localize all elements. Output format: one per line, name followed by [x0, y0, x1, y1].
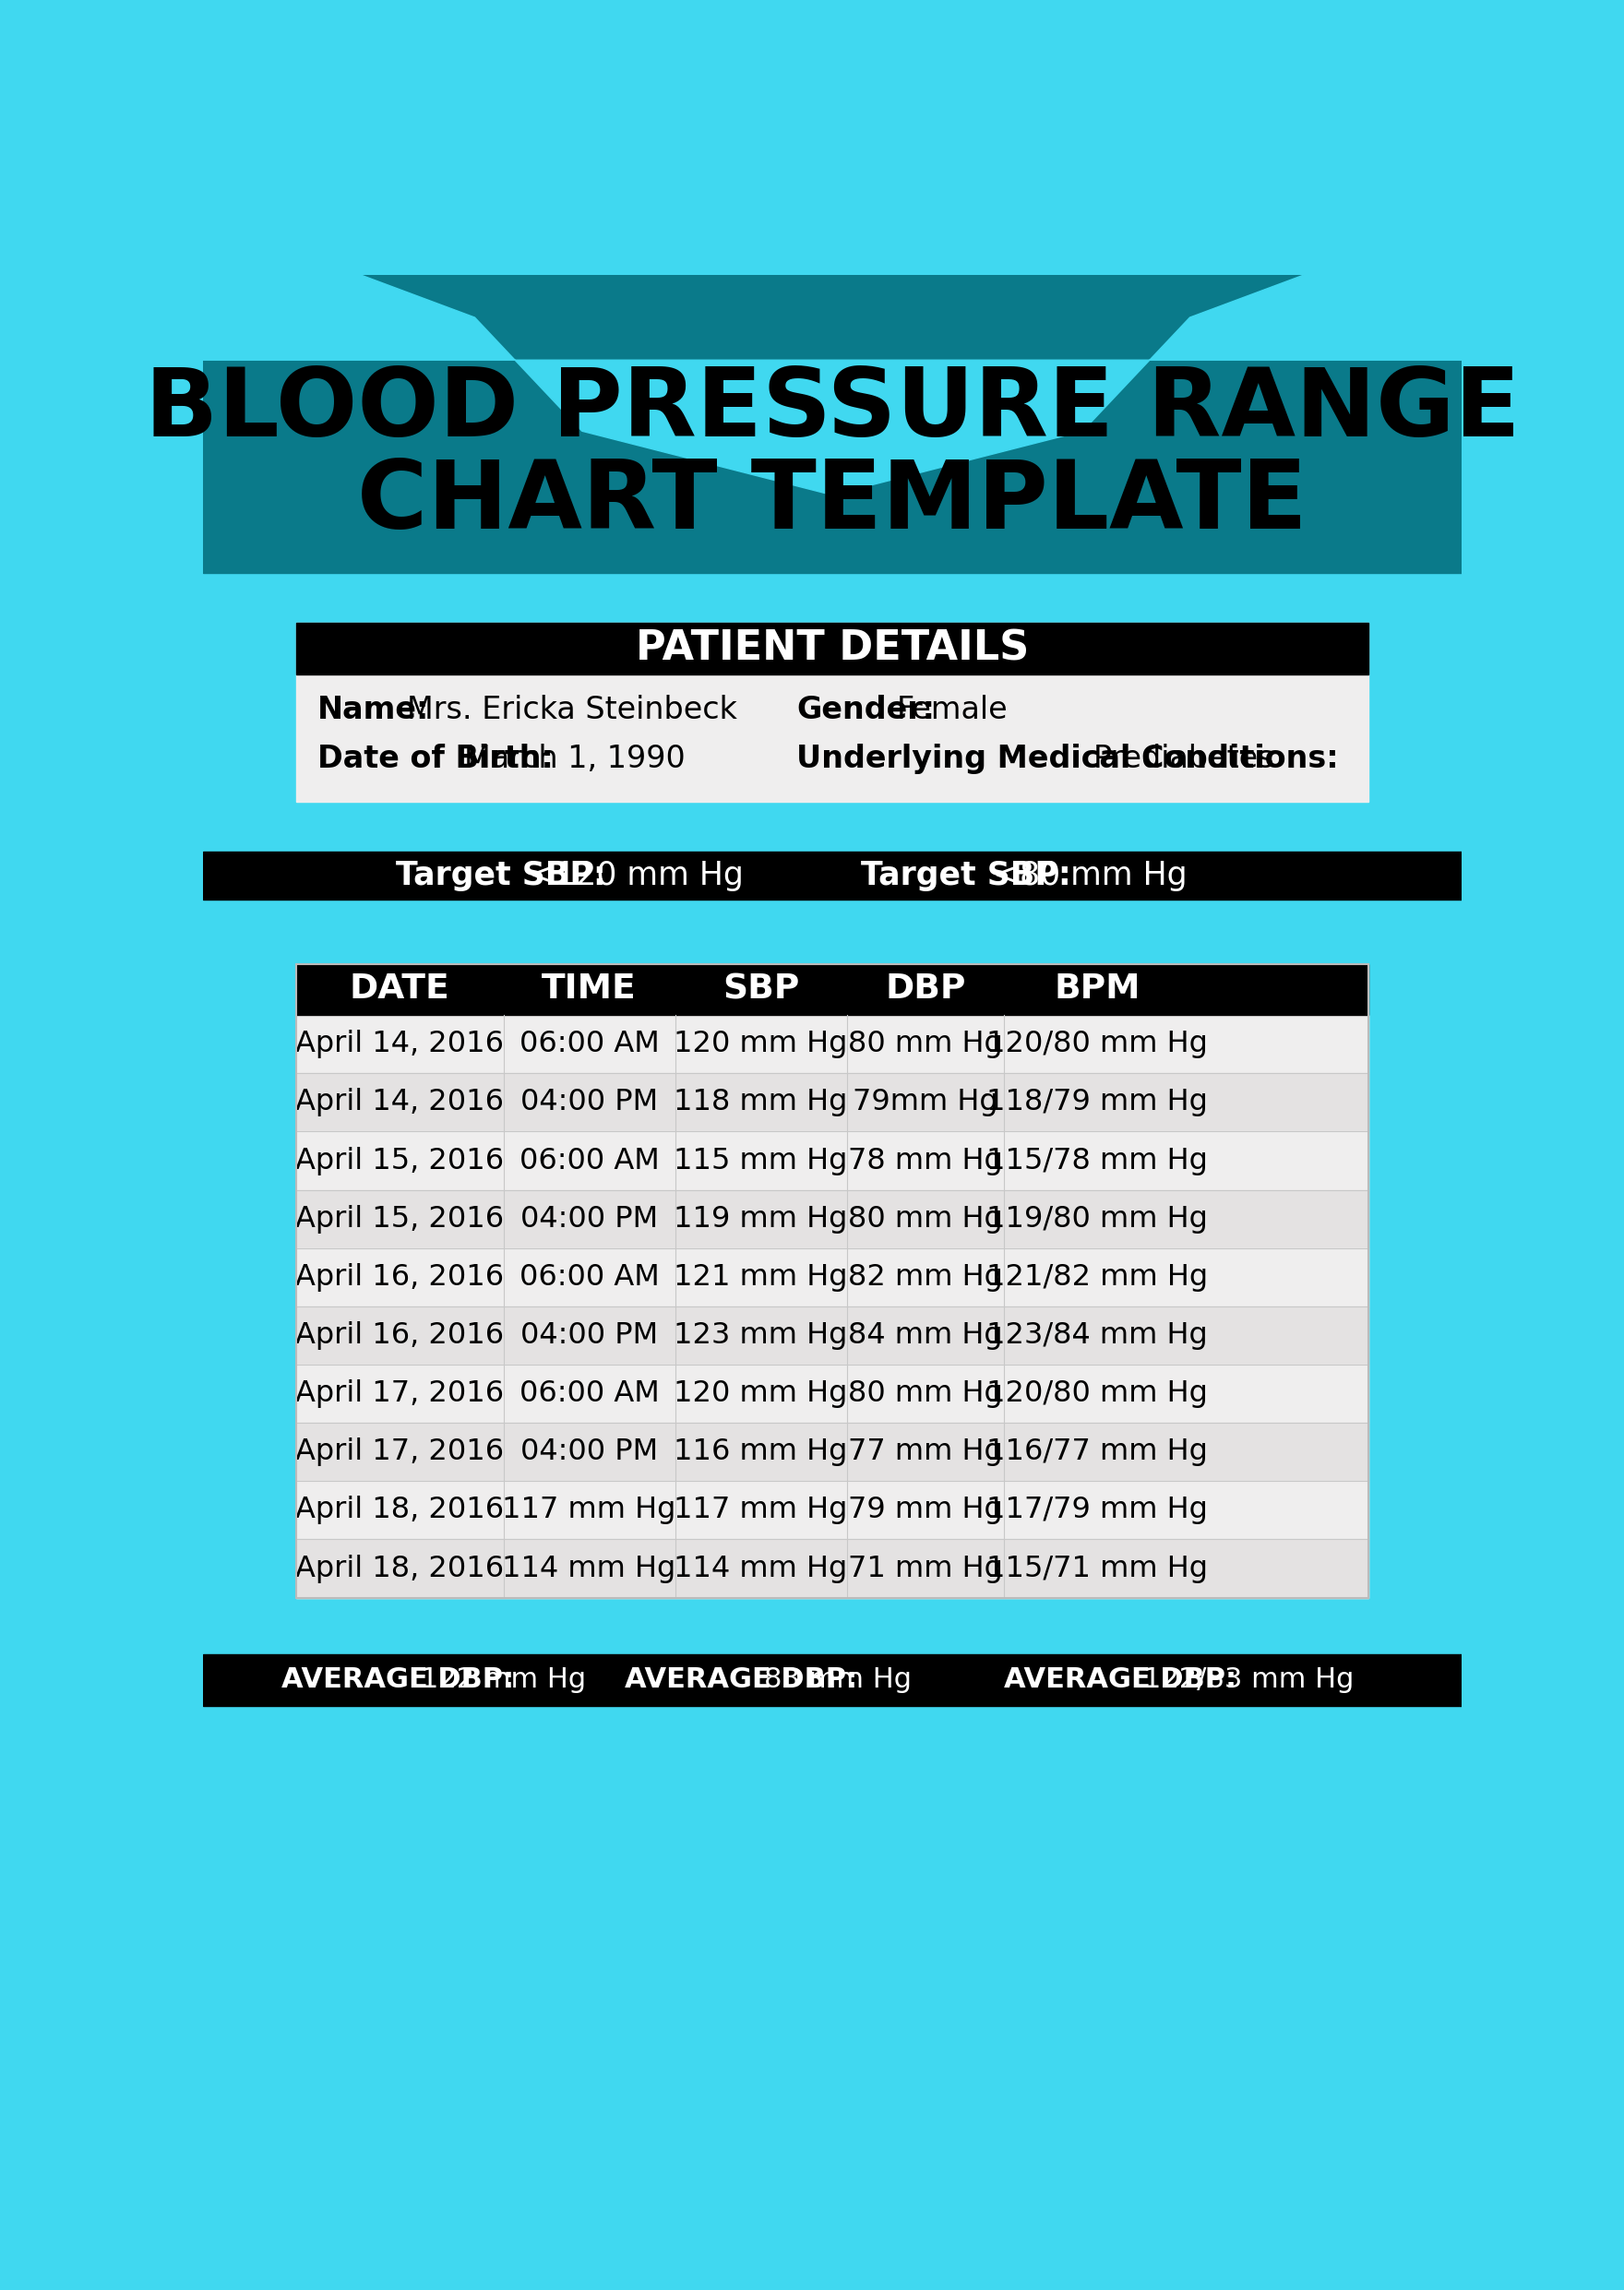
Text: SBP: SBP: [723, 973, 799, 1005]
Text: 120/80 mm Hg: 120/80 mm Hg: [986, 1379, 1208, 1408]
Text: AVERAGE DBP:: AVERAGE DBP:: [281, 1667, 515, 1692]
Bar: [296, 964, 1369, 1598]
Bar: [296, 1131, 1369, 1191]
Text: 04:00 PM: 04:00 PM: [520, 1321, 658, 1349]
Text: 06:00 AM: 06:00 AM: [520, 1030, 659, 1058]
Text: 83 mm Hg: 83 mm Hg: [765, 1667, 913, 1692]
Bar: [296, 1191, 1369, 1248]
Bar: [296, 1014, 1369, 1074]
Text: April 16, 2016: April 16, 2016: [296, 1321, 503, 1349]
Text: Date of Birth:: Date of Birth:: [317, 744, 554, 774]
Text: 114 mm Hg: 114 mm Hg: [674, 1555, 848, 1582]
Text: DBP: DBP: [885, 973, 966, 1005]
Text: April 15, 2016: April 15, 2016: [296, 1147, 503, 1175]
Text: 04:00 PM: 04:00 PM: [520, 1088, 658, 1118]
Text: April 14, 2016: April 14, 2016: [296, 1088, 503, 1118]
Bar: [296, 623, 1369, 673]
Text: 04:00 PM: 04:00 PM: [520, 1205, 658, 1234]
Text: 123 mm Hg: 123 mm Hg: [674, 1321, 848, 1349]
Text: 80 mm Hg: 80 mm Hg: [848, 1205, 1002, 1234]
Text: Gender:: Gender:: [796, 694, 935, 726]
Text: April 17, 2016: April 17, 2016: [296, 1379, 503, 1408]
Bar: [296, 964, 1369, 1014]
Text: 120 mm Hg: 120 mm Hg: [674, 1379, 848, 1408]
Bar: [296, 1365, 1369, 1422]
Text: 118/79 mm Hg: 118/79 mm Hg: [986, 1088, 1208, 1118]
Text: 119/80 mm Hg: 119/80 mm Hg: [986, 1205, 1208, 1234]
Text: April 16, 2016: April 16, 2016: [296, 1262, 503, 1292]
Text: 118 mm Hg: 118 mm Hg: [674, 1088, 848, 1118]
Bar: [296, 1305, 1369, 1365]
Text: AVERAGE DBP:: AVERAGE DBP:: [625, 1667, 857, 1692]
Text: 80 mm Hg: 80 mm Hg: [848, 1379, 1002, 1408]
Text: BPM: BPM: [1054, 973, 1140, 1005]
Text: <120 mm Hg: <120 mm Hg: [528, 861, 744, 891]
Text: 115/78 mm Hg: 115/78 mm Hg: [986, 1147, 1208, 1175]
Bar: [296, 1248, 1369, 1305]
Text: 120/80 mm Hg: 120/80 mm Hg: [986, 1030, 1208, 1058]
Text: Mrs. Ericka Steinbeck: Mrs. Ericka Steinbeck: [406, 694, 737, 726]
Text: 80 mm Hg: 80 mm Hg: [848, 1030, 1002, 1058]
Text: 122 mm Hg: 122 mm Hg: [421, 1667, 586, 1692]
Text: March 1, 1990: March 1, 1990: [464, 744, 685, 774]
Text: 84 mm Hg: 84 mm Hg: [848, 1321, 1002, 1349]
Text: Target SBP:: Target SBP:: [861, 861, 1072, 891]
Text: 79 mm Hg: 79 mm Hg: [848, 1495, 1002, 1525]
Text: Target SBP:: Target SBP:: [396, 861, 606, 891]
Text: Name:: Name:: [317, 694, 429, 726]
Text: 06:00 AM: 06:00 AM: [520, 1262, 659, 1292]
Text: 115/71 mm Hg: 115/71 mm Hg: [986, 1555, 1208, 1582]
Text: Underlying Medical Conditions:: Underlying Medical Conditions:: [796, 744, 1338, 774]
Text: 117 mm Hg: 117 mm Hg: [674, 1495, 848, 1525]
Text: 04:00 PM: 04:00 PM: [520, 1438, 658, 1466]
Text: BLOOD PRESSURE RANGE: BLOOD PRESSURE RANGE: [145, 364, 1520, 456]
Text: 123/84 mm Hg: 123/84 mm Hg: [986, 1321, 1208, 1349]
Text: 120 mm Hg: 120 mm Hg: [674, 1030, 848, 1058]
Text: 115 mm Hg: 115 mm Hg: [674, 1147, 848, 1175]
Text: 117/79 mm Hg: 117/79 mm Hg: [986, 1495, 1208, 1525]
Bar: [203, 275, 1462, 572]
Bar: [296, 1482, 1369, 1539]
Text: 117 mm Hg: 117 mm Hg: [502, 1495, 676, 1525]
Text: April 18, 2016: April 18, 2016: [296, 1495, 503, 1525]
Text: 06:00 AM: 06:00 AM: [520, 1147, 659, 1175]
Text: 82 mm Hg: 82 mm Hg: [848, 1262, 1002, 1292]
Bar: [296, 1074, 1369, 1131]
Polygon shape: [203, 275, 1462, 495]
Text: April 17, 2016: April 17, 2016: [296, 1438, 503, 1466]
Text: April 18, 2016: April 18, 2016: [296, 1555, 503, 1582]
Text: CHART TEMPLATE: CHART TEMPLATE: [357, 456, 1307, 550]
Text: 121/82 mm Hg: 121/82 mm Hg: [986, 1262, 1208, 1292]
Bar: [296, 964, 1369, 1598]
Bar: [296, 1422, 1369, 1482]
Text: April 14, 2016: April 14, 2016: [296, 1030, 503, 1058]
Bar: [296, 623, 1369, 802]
Text: 06:00 AM: 06:00 AM: [520, 1379, 659, 1408]
Text: Female: Female: [896, 694, 1009, 726]
Text: 119 mm Hg: 119 mm Hg: [674, 1205, 848, 1234]
Text: 116 mm Hg: 116 mm Hg: [674, 1438, 848, 1466]
Text: 121 mm Hg: 121 mm Hg: [674, 1262, 848, 1292]
Bar: [296, 1539, 1369, 1598]
Bar: [203, 1653, 1462, 1706]
Text: TIME: TIME: [542, 973, 637, 1005]
Text: DATE: DATE: [349, 973, 450, 1005]
Text: 79mm Hg: 79mm Hg: [853, 1088, 999, 1118]
Text: 71 mm Hg: 71 mm Hg: [848, 1555, 1002, 1582]
Text: AVERAGE DBP:: AVERAGE DBP:: [1004, 1667, 1236, 1692]
Bar: [203, 852, 1462, 900]
Text: Prediabetes: Prediabetes: [1093, 744, 1275, 774]
Text: 77 mm Hg: 77 mm Hg: [848, 1438, 1002, 1466]
Text: 78 mm Hg: 78 mm Hg: [848, 1147, 1002, 1175]
Text: <80 mm Hg: <80 mm Hg: [994, 861, 1187, 891]
Text: PATIENT DETAILS: PATIENT DETAILS: [635, 630, 1030, 669]
Text: 122/83 mm Hg: 122/83 mm Hg: [1143, 1667, 1354, 1692]
Text: 116/77 mm Hg: 116/77 mm Hg: [986, 1438, 1208, 1466]
Text: 114 mm Hg: 114 mm Hg: [502, 1555, 676, 1582]
Text: April 15, 2016: April 15, 2016: [296, 1205, 503, 1234]
